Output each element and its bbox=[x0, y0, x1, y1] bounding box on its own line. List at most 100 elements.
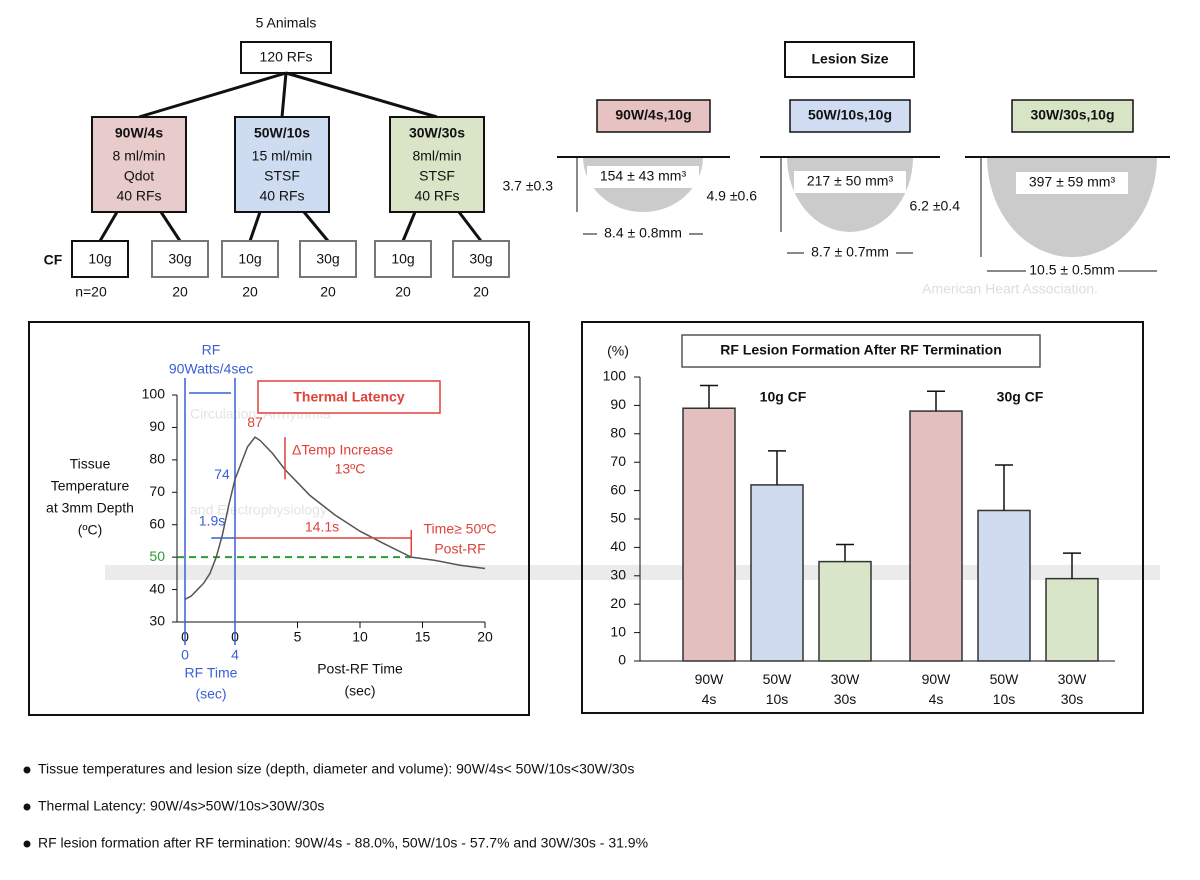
tree-edge bbox=[401, 211, 417, 242]
group-label: 10g CF bbox=[760, 389, 807, 405]
y-tick-label: 60 bbox=[610, 481, 626, 497]
tree-edge bbox=[138, 71, 287, 119]
n-value: n=20 bbox=[75, 284, 107, 300]
y-tick-label: 90 bbox=[610, 396, 626, 412]
x-tick-label: 5 bbox=[294, 629, 302, 645]
cf-box bbox=[374, 240, 432, 278]
cf-value: 30g bbox=[469, 251, 492, 267]
root-label: 5 Animals bbox=[256, 15, 317, 31]
group-line: 8ml/min bbox=[412, 148, 461, 164]
post-rf-text: Time≥ 50ºC bbox=[424, 521, 497, 537]
lesion-volume: 217 ± 50 mm³ bbox=[807, 173, 894, 189]
lesion-label-box bbox=[789, 99, 911, 133]
y-axis-label: (%) bbox=[607, 343, 629, 359]
n-value: 20 bbox=[395, 284, 411, 300]
y-axis-label: (ºC) bbox=[78, 522, 103, 538]
n-value: 20 bbox=[242, 284, 258, 300]
cf-value: 30g bbox=[168, 251, 191, 267]
y-tick-label: 50 bbox=[149, 548, 165, 564]
lesion-volume: 397 ± 59 mm³ bbox=[1029, 174, 1116, 190]
group-label: 30g CF bbox=[997, 389, 1044, 405]
lesion-depth: 4.9 ±0.6 bbox=[707, 188, 758, 204]
rf-label: 90Watts/4sec bbox=[169, 361, 253, 377]
y-tick-label: 70 bbox=[149, 483, 165, 499]
rf-time-label: (sec) bbox=[195, 686, 226, 702]
rf-end-label: 74 bbox=[214, 466, 230, 482]
bullet-text: Thermal Latency: 90W/4s>50W/10s>30W/30s bbox=[38, 798, 324, 814]
x-tick-label: 50W 10s bbox=[990, 671, 1020, 707]
cf-box bbox=[221, 240, 279, 278]
x-tick-label: 90W 4s bbox=[695, 671, 725, 707]
x-tick-label: 90W 4s bbox=[922, 671, 952, 707]
cf-box bbox=[299, 240, 357, 278]
group-line: 15 ml/min bbox=[252, 148, 313, 164]
bar bbox=[977, 509, 1031, 662]
logo-text: American Heart Association. bbox=[922, 281, 1098, 297]
bullet-text: Tissue temperatures and lesion size (dep… bbox=[38, 761, 634, 777]
y-axis-label: at 3mm Depth bbox=[46, 500, 134, 516]
lesion-diameter: 8.4 ± 0.8mm bbox=[604, 225, 682, 241]
group-line: Qdot bbox=[124, 168, 154, 184]
y-axis-label: Tissue bbox=[70, 456, 111, 472]
lesion-depth: 3.7 ±0.3 bbox=[503, 178, 554, 194]
peak-label: 87 bbox=[247, 414, 263, 430]
group-line: 40 RFs bbox=[259, 188, 304, 204]
tree-edge bbox=[280, 72, 288, 118]
temp-increase-label: 13ºC bbox=[335, 461, 366, 477]
post-rf-label: 14.1s bbox=[305, 519, 339, 535]
y-tick-label: 80 bbox=[149, 451, 165, 467]
lesion-title-box bbox=[784, 41, 915, 78]
group-line: 8 ml/min bbox=[113, 148, 166, 164]
x-tick-label: 50W 10s bbox=[763, 671, 793, 707]
group-title: 90W/4s bbox=[115, 125, 163, 141]
n-value: 20 bbox=[320, 284, 336, 300]
panel bbox=[28, 321, 530, 716]
lesion-label: 90W/4s,10g bbox=[615, 107, 691, 123]
bar bbox=[682, 407, 736, 662]
cf-box bbox=[71, 240, 129, 278]
n-value: 20 bbox=[473, 284, 489, 300]
watermark: and Electrophysiology bbox=[190, 502, 327, 518]
y-axis-label: Temperature bbox=[51, 478, 130, 494]
group-box bbox=[234, 116, 330, 213]
group-line: 40 RFs bbox=[414, 188, 459, 204]
bullet-dot bbox=[23, 840, 31, 848]
y-tick-label: 30 bbox=[610, 567, 626, 583]
rf-label: RF bbox=[202, 342, 221, 358]
volume-bg bbox=[794, 171, 906, 193]
cf-value: 10g bbox=[88, 251, 111, 267]
y-tick-label: 20 bbox=[610, 595, 626, 611]
temperature-curve bbox=[184, 436, 486, 600]
title-box bbox=[681, 334, 1041, 368]
lesion-depth: 6.2 ±0.4 bbox=[910, 198, 961, 214]
y-tick-label: 100 bbox=[142, 386, 166, 402]
cf-value: 10g bbox=[391, 251, 414, 267]
diameter-bg bbox=[1026, 262, 1118, 280]
bar bbox=[909, 410, 963, 662]
volume-bg bbox=[1016, 172, 1128, 194]
bullet-dot bbox=[23, 766, 31, 774]
temp-increase-text: ΔTemp Increase bbox=[292, 442, 393, 458]
lesion-label: 50W/10s,10g bbox=[808, 107, 892, 123]
group-line: 40 RFs bbox=[116, 188, 161, 204]
group-box bbox=[91, 116, 187, 213]
y-tick-label: 70 bbox=[610, 453, 626, 469]
bar bbox=[1045, 577, 1099, 662]
y-tick-label: 40 bbox=[610, 538, 626, 554]
bullet-text: RF lesion formation after RF termination… bbox=[38, 835, 648, 851]
y-tick-label: 30 bbox=[149, 613, 165, 629]
latency-label: 1.9s bbox=[199, 513, 225, 529]
x-tick-label: 15 bbox=[415, 629, 431, 645]
lesion-label-box bbox=[1011, 99, 1134, 133]
group-line: STSF bbox=[264, 168, 300, 184]
y-tick-label: 0 bbox=[618, 652, 626, 668]
lesion-diameter: 10.5 ± 0.5mm bbox=[1029, 262, 1115, 278]
cf-value: 30g bbox=[316, 251, 339, 267]
tree-edge bbox=[248, 211, 262, 242]
lesion-label-box bbox=[596, 99, 711, 133]
rf-tick-label: 4 bbox=[231, 647, 239, 663]
x-axis-label: Post-RF Time bbox=[317, 661, 403, 677]
diameter-bg bbox=[804, 244, 896, 262]
lesion-shape bbox=[787, 157, 913, 232]
